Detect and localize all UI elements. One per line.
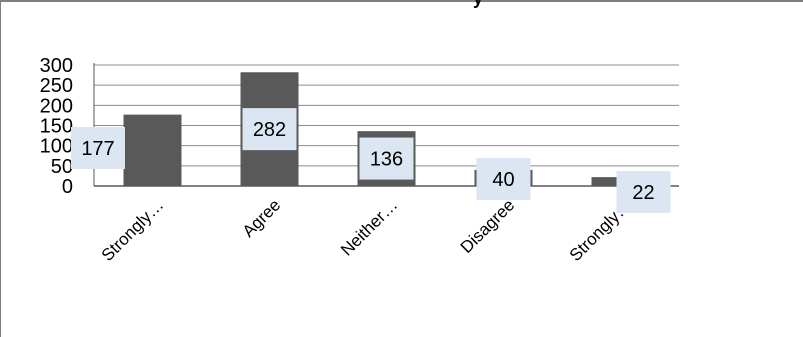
x-tick-label: Agree (239, 195, 285, 241)
y-tick-label: 150 (40, 116, 73, 138)
y-tick-label: 100 (40, 136, 73, 158)
frame-top-border (1, 0, 803, 2)
data-label: 177 (81, 138, 114, 160)
x-tick-label: Strongly… (98, 195, 168, 265)
bar (123, 114, 182, 186)
y-tick-label: 200 (40, 95, 73, 117)
x-tick-label: Disagree (457, 195, 519, 257)
y-tick-label: 50 (51, 156, 73, 178)
data-label-box (616, 171, 671, 213)
data-label-box (242, 108, 297, 151)
y-tick-label: 0 (62, 176, 73, 198)
y-tick-label: 300 (40, 55, 73, 77)
data-label: 40 (492, 169, 514, 191)
y-tick-label: 250 (40, 75, 73, 97)
data-label: 22 (632, 182, 654, 204)
x-tick-label: Neither… (337, 195, 401, 259)
data-label-box (476, 158, 531, 200)
chart-title-fragment: y (473, 0, 483, 9)
data-labels: 177 282 136 40 22 (71, 108, 671, 213)
x-tick-labels: Strongly… Agree Neither… Disagree Strongly… (98, 195, 636, 265)
data-label-box (71, 127, 125, 169)
data-label: 136 (370, 149, 403, 171)
data-label: 282 (253, 119, 286, 141)
data-label-box (359, 137, 414, 180)
